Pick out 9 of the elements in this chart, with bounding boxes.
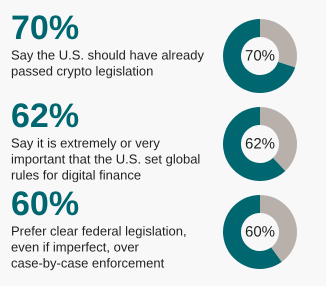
text: 70% (244, 48, 276, 64)
text: Prefer clear federal legislation, even if imperfect, over case-by-case enforcement (11, 224, 190, 270)
text: Say the U.S. should have already passed crypto legislation (11, 48, 208, 78)
text: 62% (244, 136, 276, 152)
text: 62% (11, 97, 80, 135)
text: 60% (244, 224, 276, 240)
text: 70% (11, 9, 80, 47)
text: 60% (11, 185, 80, 223)
text: Say it is extremely or very important that the U.S. set global rules for digital finance (11, 136, 204, 182)
